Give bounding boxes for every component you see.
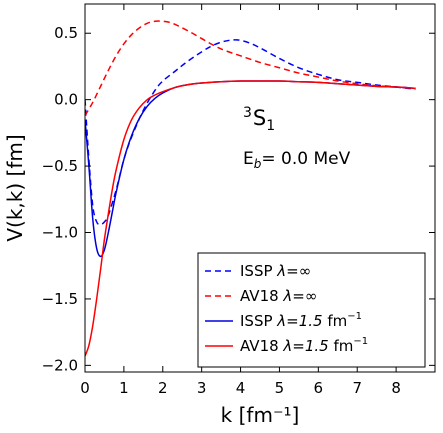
legend-label-lambda-1: λ=∞: [282, 287, 317, 305]
legend-label-sup-2: −1: [347, 311, 362, 322]
legend-label-2: ISSP λ=1.5 fm−1: [240, 311, 362, 330]
series-layer: [85, 20, 416, 357]
x-tick-label-8: 8: [391, 379, 401, 397]
channel-label-sup: 3: [243, 105, 252, 121]
legend-label-name-1: AV18: [240, 287, 283, 305]
series-line-0: [85, 39, 416, 226]
legend-label-name-2: ISSP: [240, 312, 277, 330]
x-tick-label-3: 3: [197, 379, 207, 397]
binding-energy-sub: b: [254, 157, 262, 171]
x-tick-label-2: 2: [158, 379, 168, 397]
x-axis-title: k [fm⁻¹]: [221, 403, 300, 427]
binding-energy-value: = 0.0 MeV: [261, 149, 350, 169]
x-tick-label-6: 6: [314, 379, 324, 397]
series-line-3: [85, 80, 416, 357]
binding-energy-label: Eb= 0.0 MeV: [243, 149, 351, 171]
y-tick-label-4: 0.0: [54, 91, 78, 109]
y-tick-label-3: −0.5: [42, 157, 78, 175]
legend-label-sup-3: −1: [353, 336, 368, 347]
x-tick-label-0: 0: [80, 379, 90, 397]
y-tick-label-5: 0.5: [54, 24, 78, 42]
legend-label-name-0: ISSP: [240, 262, 277, 280]
y-tick-label-0: −2.0: [42, 356, 78, 374]
channel-label-sub: 1: [266, 118, 275, 134]
legend-label-unit-2: fm: [323, 312, 348, 330]
x-tick-label-1: 1: [119, 379, 129, 397]
legend-label-lambda-0: λ=∞: [276, 262, 311, 280]
x-tick-label-7: 7: [352, 379, 362, 397]
x-tick-label-5: 5: [275, 379, 285, 397]
y-axis-title: V(k,k) [fm]: [3, 134, 27, 241]
legend-label-unit-3: fm: [329, 337, 354, 355]
legend-label-3: AV18 λ=1.5 fm−1: [240, 336, 368, 355]
legend-label-name-3: AV18: [240, 337, 283, 355]
legend-label-lambda-2: λ=1.5: [276, 312, 322, 330]
y-tick-label-2: −1.0: [42, 224, 78, 242]
channel-label-main: S: [253, 106, 266, 130]
legend-label-1: AV18 λ=∞: [240, 287, 317, 305]
y-tick-label-1: −1.5: [42, 290, 78, 308]
legend-box: [197, 252, 426, 368]
binding-energy-prefix: E: [243, 149, 254, 169]
x-tick-label-4: 4: [236, 379, 246, 397]
legend-label-lambda-3: λ=1.5: [282, 337, 328, 355]
series-line-1: [85, 20, 416, 116]
legend-label-0: ISSP λ=∞: [240, 262, 311, 280]
plot-frame: [84, 3, 436, 373]
channel-label: 3S1: [243, 105, 275, 134]
